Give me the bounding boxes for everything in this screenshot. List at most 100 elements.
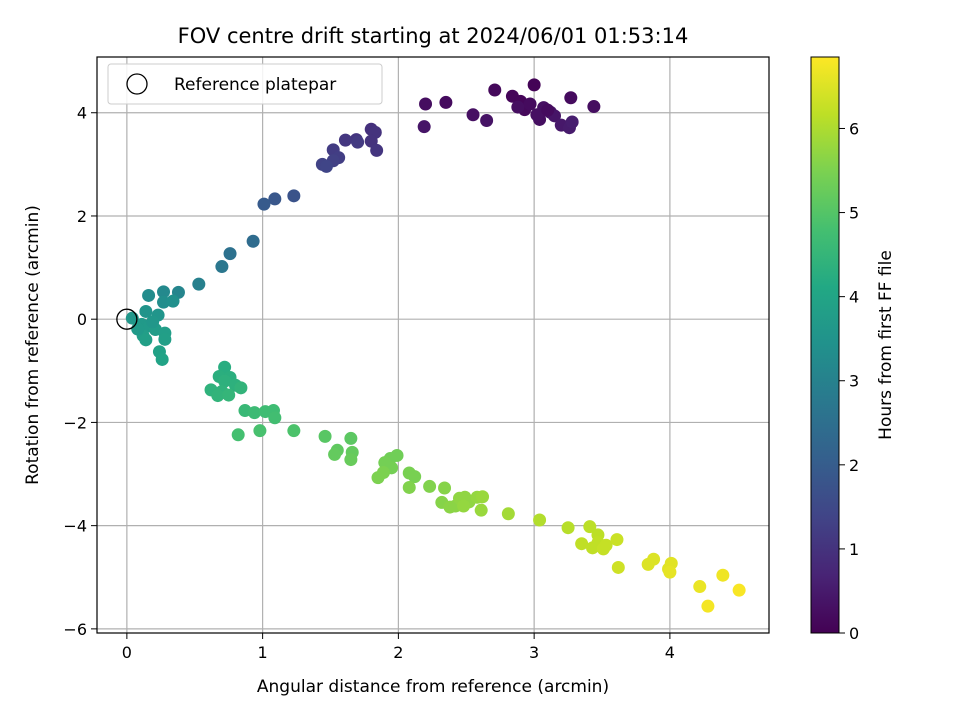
scatter-point xyxy=(423,479,437,493)
scatter-point xyxy=(716,568,730,582)
x-tick-label: 4 xyxy=(665,643,675,662)
scatter-point xyxy=(541,103,555,117)
y-tick-label: 4 xyxy=(77,104,87,123)
scatter-point xyxy=(419,97,433,111)
colorbar-tick-label: 4 xyxy=(849,288,859,307)
scatter-point xyxy=(218,374,232,388)
x-tick-label: 0 xyxy=(122,643,132,662)
scatter-point xyxy=(319,159,333,173)
scatter-point xyxy=(466,108,480,122)
colorbar-tick-label: 1 xyxy=(849,540,859,559)
scatter-point xyxy=(222,388,236,402)
scatter-point xyxy=(344,431,358,445)
scatter-point xyxy=(701,599,715,613)
scatter-point xyxy=(142,288,156,302)
scatter-point xyxy=(530,108,544,122)
scatter-points xyxy=(125,78,746,613)
scatter-point xyxy=(139,304,153,318)
scatter-point xyxy=(408,470,422,484)
colorbar: 0 1 2 3 4 5 6 Hours from first FF file xyxy=(810,56,896,643)
scatter-point xyxy=(158,332,172,346)
scatter-point xyxy=(663,565,677,579)
scatter-point xyxy=(211,389,225,403)
legend-entry-reference-platepar: Reference platepar xyxy=(174,75,336,95)
y-tick-label: −4 xyxy=(63,517,87,536)
scatter-point xyxy=(318,429,332,443)
scatter-point xyxy=(215,260,229,274)
scatter-point xyxy=(610,533,624,547)
y-axis-label: Rotation from reference (arcmin) xyxy=(23,205,43,485)
reference-marker-group xyxy=(116,308,138,330)
scatter-point xyxy=(371,471,385,485)
scatter-point xyxy=(253,424,267,438)
scatter-point xyxy=(439,95,453,109)
chart-title: FOV centre drift starting at 2024/06/01 … xyxy=(178,24,689,48)
legend: Reference platepar xyxy=(107,63,383,105)
scatter-point xyxy=(328,447,342,461)
scatter-point xyxy=(599,538,613,552)
scatter-point xyxy=(457,499,471,513)
scatter-point xyxy=(338,133,352,147)
scatter-point xyxy=(231,428,245,442)
scatter-point xyxy=(527,78,541,92)
scatter-point xyxy=(157,285,171,299)
scatter-point xyxy=(246,234,260,248)
scatter-point xyxy=(166,294,180,308)
scatter-point xyxy=(480,113,494,127)
scatter-point xyxy=(157,295,171,309)
scatter-point xyxy=(351,135,365,149)
scatter-point xyxy=(732,583,746,597)
scatter-point xyxy=(565,115,579,129)
scatter-point xyxy=(417,120,431,134)
scatter-point xyxy=(192,277,206,291)
scatter-point xyxy=(287,424,301,438)
colorbar-ticks: 0 1 2 3 4 5 6 xyxy=(839,119,859,643)
scatter-point xyxy=(146,315,160,329)
y-tick-label: 0 xyxy=(77,310,87,329)
scatter-point xyxy=(533,513,547,527)
colorbar-tick-label: 0 xyxy=(849,624,859,643)
x-tick-label: 3 xyxy=(529,643,539,662)
scatter-point xyxy=(287,189,301,203)
legend-reference-marker xyxy=(126,73,148,95)
scatter-point xyxy=(523,97,537,111)
plot-frame xyxy=(96,56,770,634)
reference-marker xyxy=(116,308,138,330)
grid-lines xyxy=(97,57,769,633)
x-tick-label: 2 xyxy=(393,643,403,662)
colorbar-tick-label: 6 xyxy=(849,119,859,138)
colorbar-bar xyxy=(810,56,840,634)
scatter-point xyxy=(268,411,282,425)
x-ticks: 0 1 2 3 4 xyxy=(122,633,675,662)
scatter-point xyxy=(564,91,578,105)
x-tick-label: 1 xyxy=(258,643,268,662)
scatter-point xyxy=(575,537,589,551)
x-axis-label: Angular distance from reference (arcmin) xyxy=(257,677,609,697)
y-tick-label: −2 xyxy=(63,413,87,432)
scatter-point xyxy=(268,192,282,206)
scatter-point xyxy=(474,503,488,517)
scatter-point xyxy=(438,481,452,495)
scatter-point xyxy=(402,480,416,494)
scatter-point xyxy=(247,406,261,420)
legend-box xyxy=(107,63,383,105)
scatter-point xyxy=(488,83,502,97)
scatter-point xyxy=(223,247,237,261)
scatter-point xyxy=(587,100,601,114)
colorbar-label: Hours from first FF file xyxy=(876,250,896,440)
scatter-point xyxy=(131,322,145,336)
scatter-point xyxy=(476,490,490,504)
y-tick-label: −6 xyxy=(63,620,87,639)
scatter-point xyxy=(583,520,597,534)
scatter-point xyxy=(139,333,153,347)
scatter-point xyxy=(257,197,271,211)
scatter-point xyxy=(234,381,248,395)
y-ticks: −6 −4 −2 0 2 4 xyxy=(63,104,97,639)
scatter-point xyxy=(511,100,525,114)
scatter-point xyxy=(344,453,358,467)
y-tick-label: 2 xyxy=(77,207,87,226)
colorbar-tick-label: 5 xyxy=(849,204,859,223)
scatter-point xyxy=(641,557,655,571)
scatter-point xyxy=(155,352,169,366)
